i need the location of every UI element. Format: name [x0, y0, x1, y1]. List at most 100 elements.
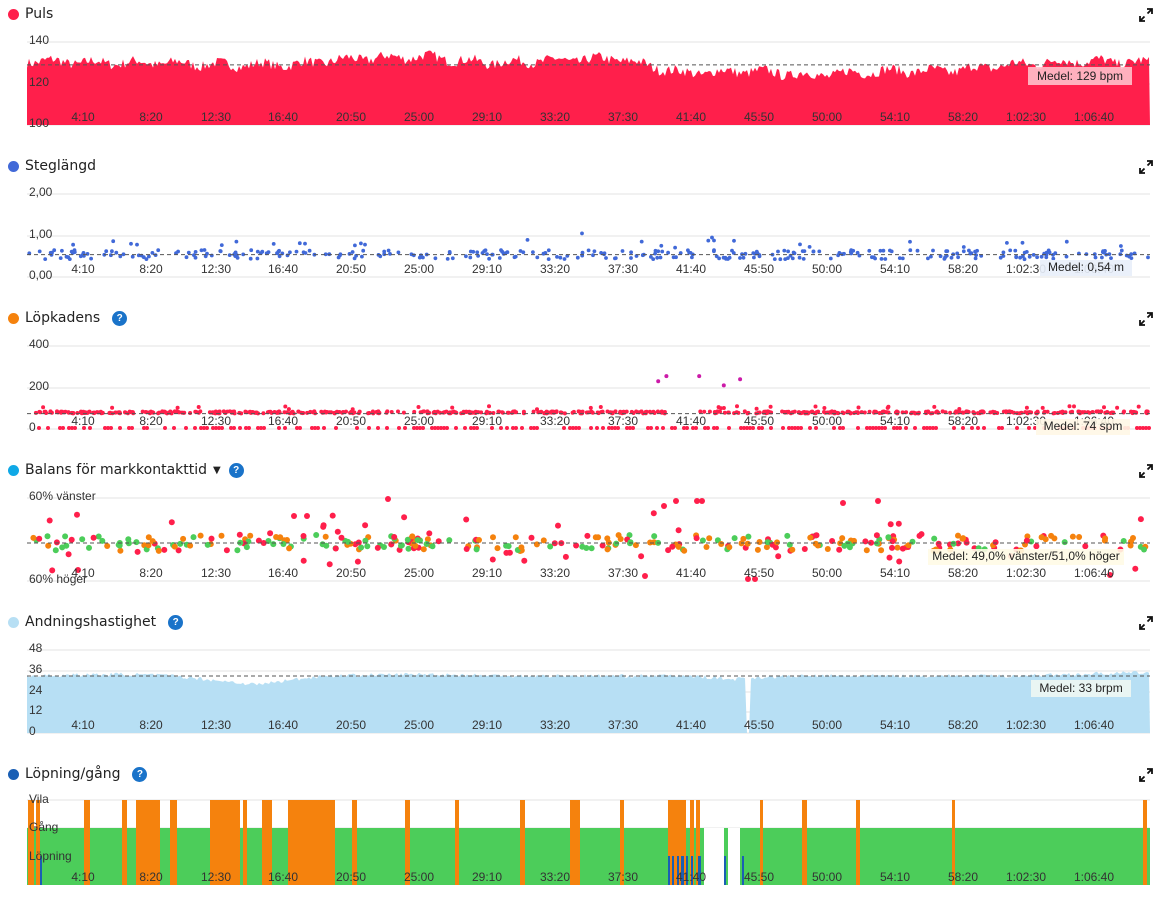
x-tick-label: 8:20	[139, 718, 163, 732]
kadens-zero-point	[313, 426, 317, 430]
steglangd-point	[926, 256, 930, 261]
help-icon[interactable]: ?	[168, 614, 184, 630]
steglangd-point	[147, 254, 151, 259]
steglangd-point	[786, 249, 790, 254]
vila-bar	[84, 800, 90, 885]
kadens-zero-point	[1138, 426, 1142, 430]
kadens-zero-point	[439, 426, 443, 430]
kadens-zero-point	[220, 426, 224, 430]
kadens-zero-point	[571, 426, 575, 430]
x-tick-label: 16:40	[268, 262, 298, 276]
y-tick-label: 1,00	[29, 227, 53, 241]
balans-point	[669, 543, 676, 550]
kadens-point	[156, 411, 161, 416]
expand-icon[interactable]	[1139, 616, 1153, 630]
steglangd-point	[1119, 244, 1123, 248]
steglangd-point	[706, 238, 711, 243]
kadens-point	[716, 405, 721, 410]
steglangd-point	[973, 256, 978, 261]
steglangd-point	[604, 256, 608, 260]
balans-point	[354, 558, 361, 565]
balans-point	[745, 533, 752, 540]
steglangd-point	[202, 248, 207, 252]
kadens-zero-point	[925, 426, 929, 430]
kadens-point	[698, 409, 703, 414]
kadens-zero-point	[58, 426, 62, 430]
steglangd-point	[721, 255, 726, 260]
balans-point	[190, 534, 197, 541]
balans-point	[1038, 534, 1045, 541]
steglangd-point	[1051, 256, 1056, 261]
kadens-zero-point	[205, 426, 209, 430]
expand-icon[interactable]	[1139, 768, 1153, 782]
steglangd-point	[52, 248, 57, 253]
expand-icon[interactable]	[1139, 8, 1153, 22]
kadens-zero-point	[601, 426, 605, 430]
balans-point	[627, 539, 634, 546]
expand-icon[interactable]	[1139, 464, 1153, 478]
x-tick-label: 8:20	[139, 566, 163, 580]
kadens-zero-point	[475, 426, 479, 430]
balans-point	[75, 567, 81, 573]
kadens-point	[487, 404, 491, 409]
expand-icon[interactable]	[1139, 160, 1153, 174]
steglangd-point	[855, 250, 860, 255]
help-icon[interactable]: ?	[132, 766, 148, 782]
balans-point	[1051, 535, 1058, 542]
kadens-point	[143, 410, 148, 414]
balans-point	[59, 544, 66, 551]
steglangd-point	[386, 248, 391, 253]
kadens-zero-point	[259, 426, 263, 430]
balans-point	[391, 534, 398, 540]
kadens-point	[296, 409, 301, 414]
kadens-zero-point	[238, 426, 242, 430]
x-tick-label: 12:30	[201, 414, 231, 428]
kadens-point	[768, 404, 773, 409]
balans-point	[243, 544, 250, 551]
steglangd-point	[592, 249, 597, 254]
average-label: Medel: 74 spm	[1044, 419, 1123, 433]
x-tick-label: 29:10	[472, 870, 502, 884]
steglangd-point	[653, 251, 657, 256]
balans-point	[950, 540, 957, 547]
kadens-point	[505, 410, 510, 415]
steglangd-point	[350, 250, 355, 254]
x-tick-label: 25:00	[404, 566, 434, 580]
vila-bar	[352, 800, 357, 885]
steglangd-point	[130, 254, 135, 259]
steglangd-point	[156, 248, 161, 253]
kadens-zero-point	[1147, 426, 1151, 430]
balans-point	[839, 535, 846, 542]
steglangd-point	[37, 249, 42, 254]
x-tick-label: 37:30	[608, 870, 638, 884]
kadens-zero-point	[217, 426, 221, 430]
steglangd-point	[361, 248, 366, 253]
kadens-zero-point	[142, 426, 146, 430]
kadens-zero-point	[646, 426, 650, 430]
kadens-zero-point	[355, 426, 359, 430]
kadens-zero-point	[841, 426, 845, 430]
kadens-zero-point	[244, 426, 248, 430]
gap-band	[704, 828, 724, 885]
kadens-point	[621, 409, 626, 414]
kadens-point	[1017, 411, 1022, 416]
balans-point	[992, 539, 999, 546]
steglangd-point	[1021, 254, 1025, 259]
lopning-bar	[698, 856, 701, 885]
dropdown-caret-icon[interactable]: ▼	[213, 464, 221, 476]
help-icon[interactable]: ?	[228, 462, 244, 478]
help-icon[interactable]: ?	[112, 310, 128, 326]
steglangd-point	[303, 241, 307, 246]
kadens-zero-point	[421, 426, 425, 430]
steglangd-point	[255, 249, 260, 254]
vila-bar	[288, 800, 310, 885]
steglangd-point	[235, 256, 240, 260]
x-tick-label: 33:20	[540, 110, 570, 124]
steglangd-point	[186, 250, 191, 255]
kadens-point	[600, 409, 605, 414]
expand-icon[interactable]	[1139, 312, 1153, 326]
steglangd-point	[1047, 250, 1052, 255]
kadens-zero-point	[88, 426, 92, 430]
balans-point	[886, 554, 893, 561]
kadens-point	[420, 409, 425, 414]
